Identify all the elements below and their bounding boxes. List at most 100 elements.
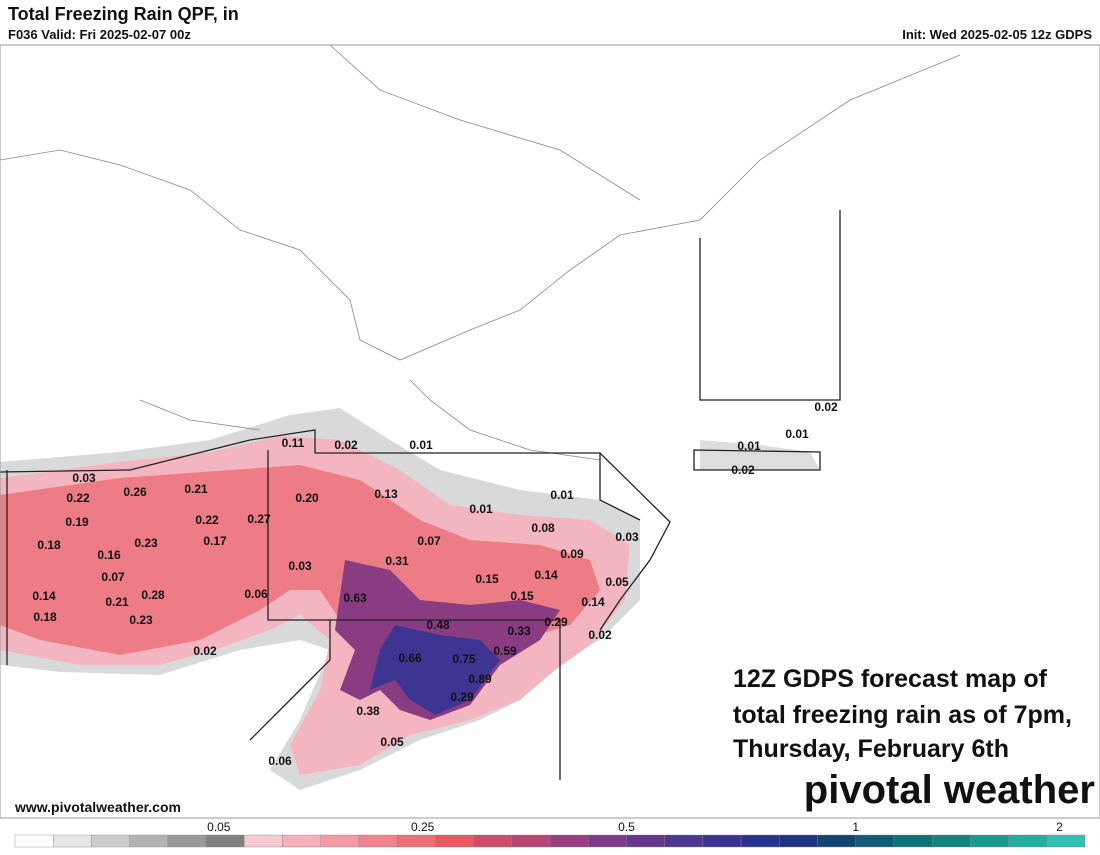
colorbar-swatch	[244, 834, 283, 848]
point-value: 0.07	[417, 534, 441, 548]
point-value: 0.66	[398, 651, 422, 665]
colorbar-swatch	[931, 834, 971, 848]
caption-line: total freezing rain as of 7pm,	[733, 701, 1072, 729]
colorbar-swatch	[740, 834, 780, 848]
point-value: 0.28	[141, 588, 165, 602]
point-value: 0.02	[814, 400, 838, 414]
caption-line: 12Z GDPS forecast map of	[733, 665, 1048, 693]
point-value: 0.02	[193, 644, 217, 658]
state-borders	[0, 210, 841, 780]
point-value: 0.01	[737, 439, 761, 453]
point-value: 0.29	[544, 615, 568, 629]
point-value: 0.01	[785, 427, 809, 441]
colorbar-swatch	[702, 834, 742, 848]
point-value: 0.16	[97, 548, 121, 562]
point-value: 0.08	[531, 521, 555, 535]
point-value: 0.17	[203, 534, 227, 548]
point-value: 0.01	[409, 438, 433, 452]
logo: pivotal weather	[804, 768, 1095, 812]
point-value: 0.48	[426, 618, 450, 632]
colorbar-swatch	[205, 834, 245, 848]
point-value: 0.23	[134, 536, 158, 550]
colorbar-swatch	[817, 834, 856, 848]
point-value: 0.26	[123, 485, 147, 499]
point-value: 0.15	[510, 589, 534, 603]
colorbar-swatch	[1008, 834, 1047, 848]
point-value: 0.89	[468, 672, 492, 686]
colorbar-swatch	[473, 834, 512, 848]
point-value: 0.11	[282, 436, 305, 450]
point-value: 0.02	[731, 463, 755, 477]
point-value: 0.33	[507, 624, 531, 638]
website: www.pivotalweather.com	[14, 799, 181, 815]
colorbar-swatch	[129, 834, 169, 848]
point-value: 0.23	[129, 613, 153, 627]
point-value: 0.09	[560, 547, 584, 561]
colorbar-swatch	[664, 834, 704, 848]
colorbar-swatch	[435, 834, 474, 848]
colorbar-swatch	[282, 834, 321, 848]
colorbar-swatch	[53, 834, 92, 848]
point-value: 0.14	[32, 589, 56, 603]
point-value: 0.06	[268, 754, 292, 768]
point-value: 0.07	[101, 570, 125, 584]
point-value: 0.02	[334, 438, 358, 452]
colorbar-label: 1	[852, 820, 859, 834]
colorbar-swatch	[779, 834, 818, 848]
point-value: 0.18	[33, 610, 57, 624]
point-value: 0.20	[295, 491, 319, 505]
point-value: 0.14	[581, 595, 605, 609]
point-value: 0.63	[343, 591, 367, 605]
colorbar: 0.05 0.25 0.5 1 2	[14, 820, 1086, 848]
point-value: 0.15	[475, 572, 499, 586]
colorbar-swatch	[358, 834, 398, 848]
colorbar-swatch	[320, 834, 360, 848]
point-value: 0.22	[66, 491, 90, 505]
colorbar-swatch	[511, 834, 551, 848]
colorbar-swatch	[14, 834, 54, 848]
title: Total Freezing Rain QPF, in	[8, 4, 239, 24]
point-value: 0.01	[550, 488, 574, 502]
colorbar-swatch	[893, 834, 933, 848]
point-value: 0.06	[244, 587, 268, 601]
colorbar-swatch	[1046, 834, 1086, 848]
precip-shading	[0, 408, 820, 790]
colorbar-swatch	[91, 834, 130, 848]
point-value: 0.38	[356, 704, 380, 718]
colorbar-swatch	[549, 834, 589, 848]
point-value: 0.05	[605, 575, 629, 589]
colorbar-swatch	[396, 834, 436, 848]
init-time: Init: Wed 2025-02-05 12z GDPS	[902, 27, 1092, 42]
colorbar-label: 0.25	[411, 820, 435, 834]
map-frame	[0, 44, 1100, 819]
colorbar-label: 2	[1056, 820, 1063, 834]
colorbar-swatch	[970, 834, 1009, 848]
point-value: 0.21	[184, 482, 208, 496]
point-value: 0.21	[105, 595, 129, 609]
point-value: 0.02	[588, 628, 612, 642]
point-value: 0.14	[534, 568, 558, 582]
colorbar-swatch	[626, 834, 665, 848]
point-value: 0.13	[374, 487, 398, 501]
point-value: 0.31	[385, 554, 409, 568]
colorbar-label: 0.5	[618, 820, 635, 834]
point-value: 0.05	[380, 735, 404, 749]
point-value: 0.22	[195, 513, 219, 527]
point-labels: 0.11 0.02 0.01 0.03 0.22 0.26 0.21 0.20 0.13 0.01…	[32, 400, 838, 768]
point-value: 0.59	[493, 644, 517, 658]
valid-time: F036 Valid: Fri 2025-02-07 00z	[8, 27, 191, 42]
point-value: 0.19	[65, 515, 89, 529]
colorbar-swatch	[167, 834, 207, 848]
point-value: 0.03	[615, 530, 639, 544]
colorbar-swatch	[588, 834, 627, 848]
caption-line: Thursday, February 6th	[733, 735, 1009, 763]
point-value: 0.03	[288, 559, 312, 573]
point-value: 0.29	[450, 690, 474, 704]
colorbar-label: 0.05	[207, 820, 231, 834]
point-value: 0.03	[72, 471, 96, 485]
colorbar-swatch	[855, 834, 895, 848]
point-value: 0.27	[247, 512, 271, 526]
